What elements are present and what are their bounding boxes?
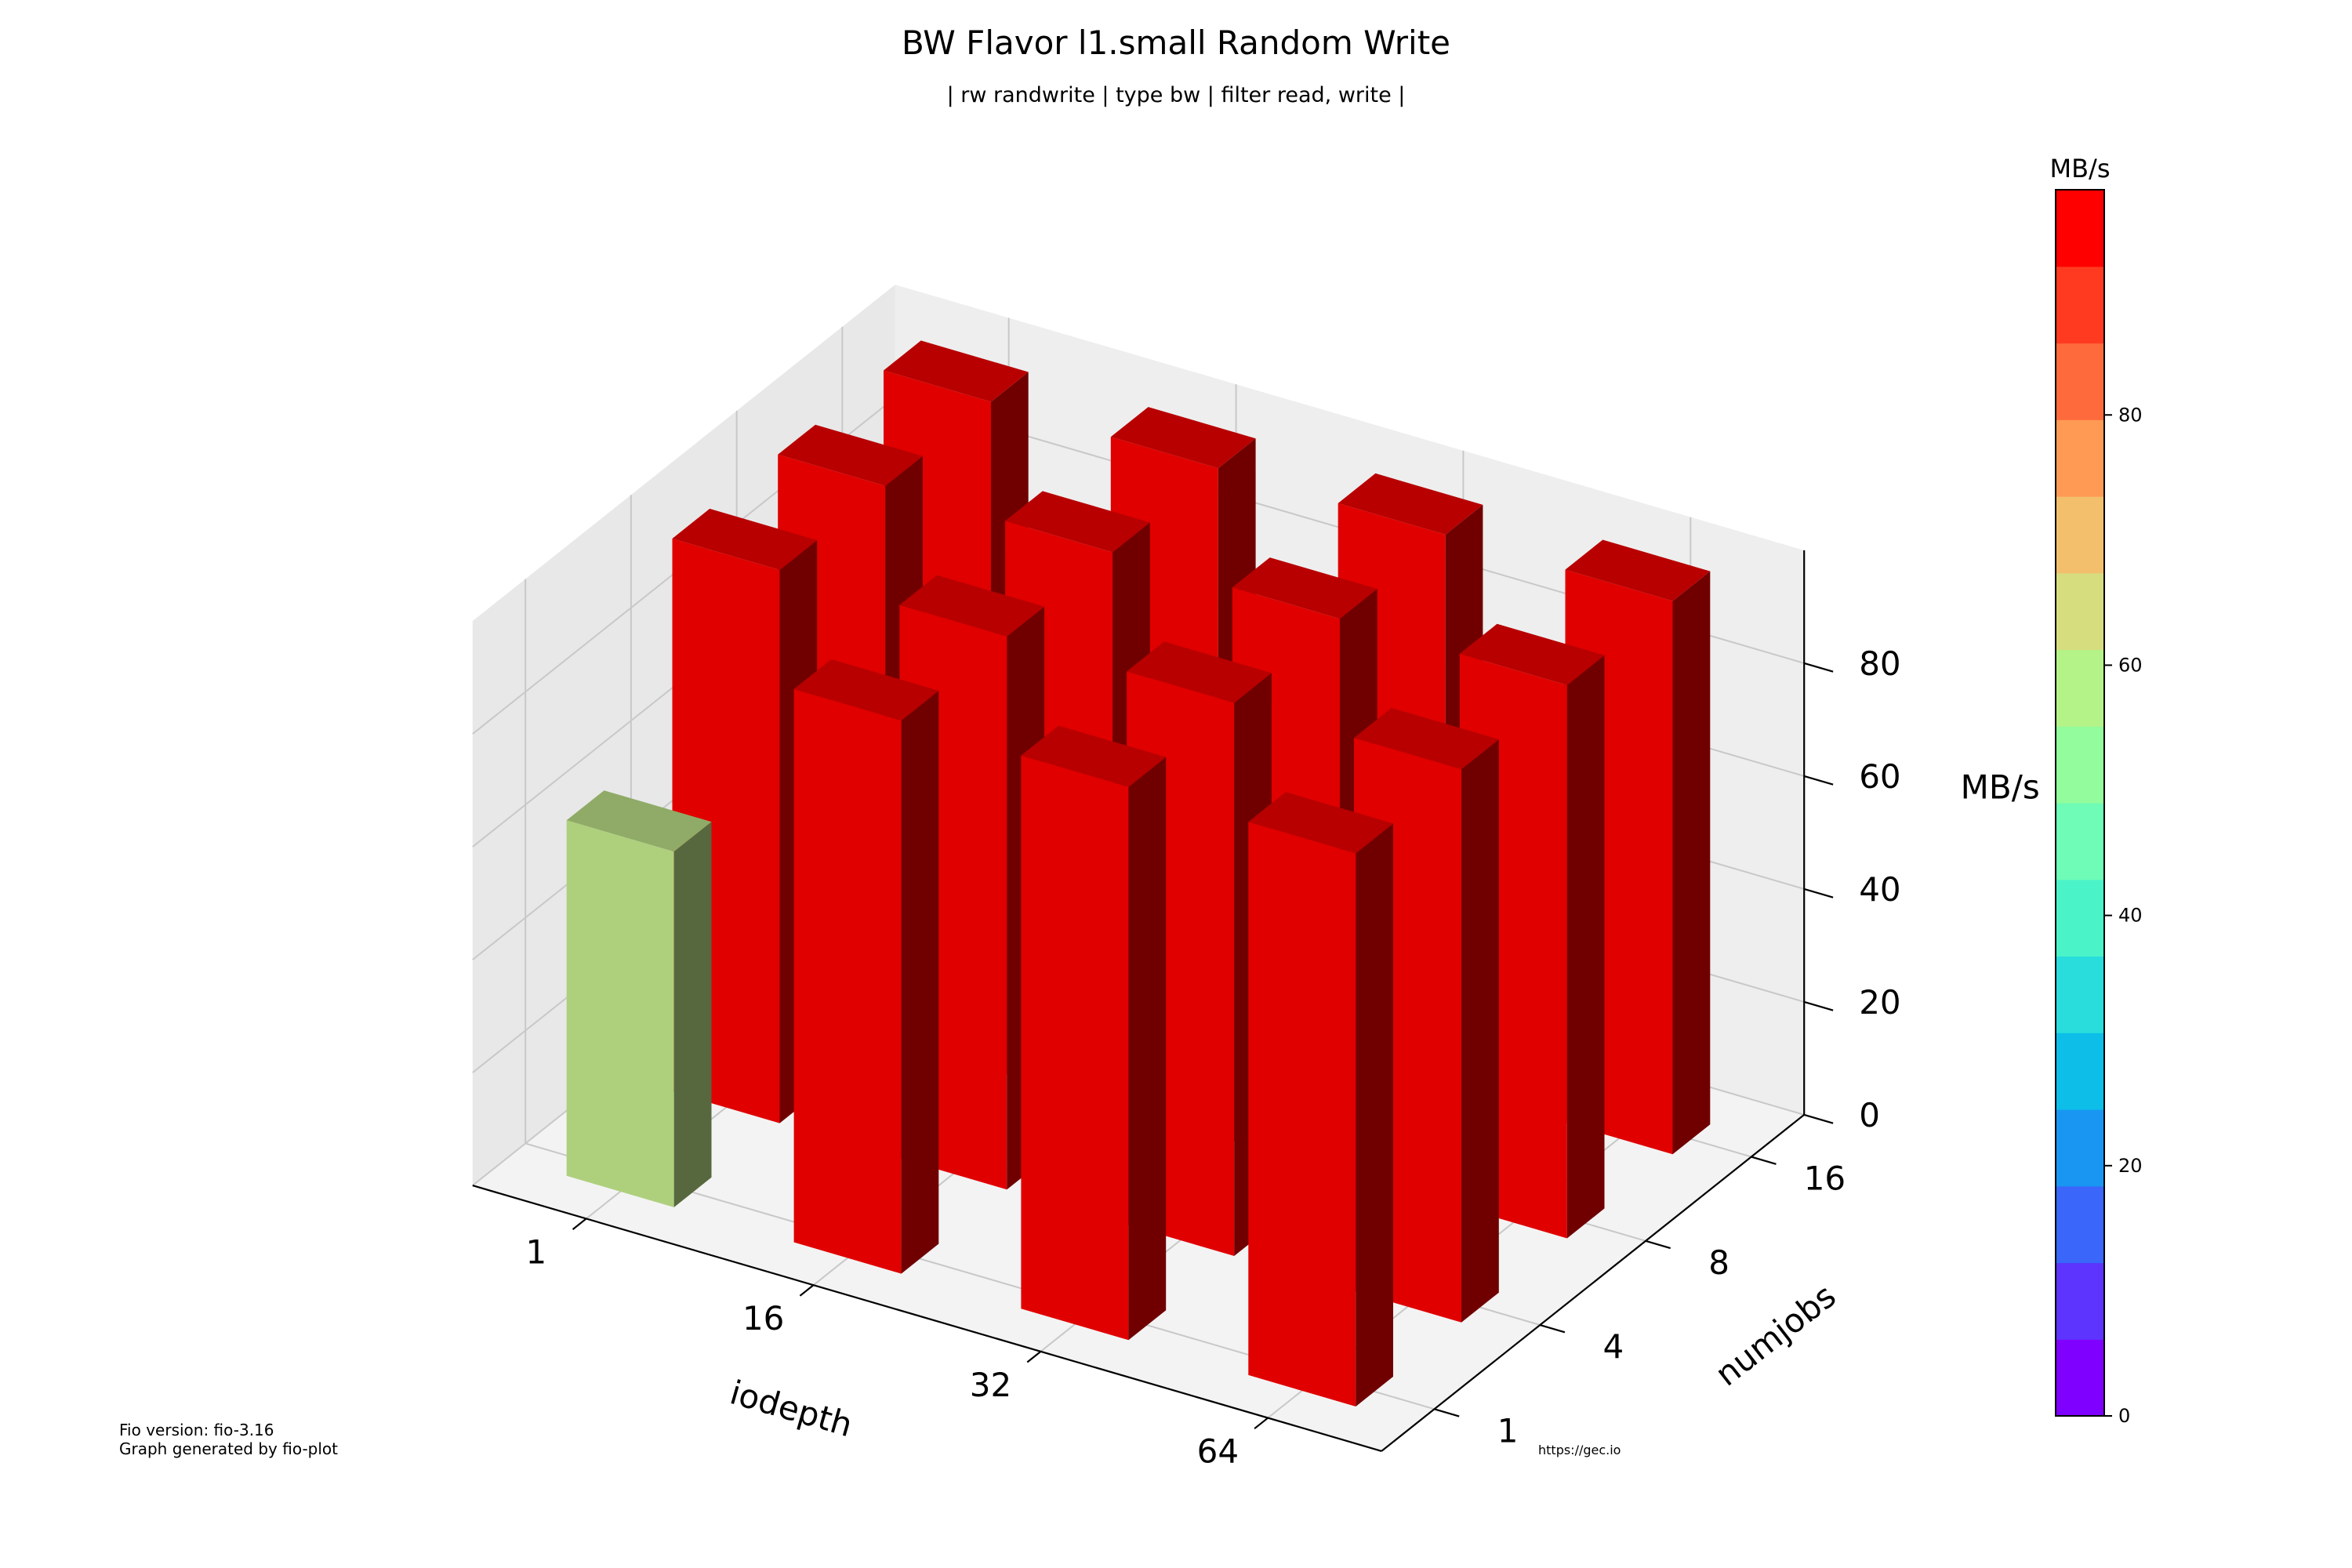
chart-subtitle: | rw randwrite | type bw | filter read, … [946,83,1406,107]
y-axis-label: numjobs [1708,1276,1843,1393]
bar-side-face [1566,655,1605,1239]
z-tick-label: 40 [1859,870,1900,909]
x-tick-label: 1 [525,1232,546,1271]
bar-top-face [778,424,923,486]
z-tick-label: 20 [1859,983,1900,1022]
bar-top-face [672,508,818,570]
y-tick-label: 8 [1708,1243,1730,1282]
z-tick-label: 0 [1859,1096,1880,1134]
colorbar-level [2056,649,2104,727]
z-tick-mark [1803,775,1834,786]
x-axis-label: iodepth [726,1373,857,1444]
colorbar-level [2056,1033,2104,1110]
x-tick-label: 64 [1197,1432,1239,1470]
bar-top-face [1338,473,1483,535]
x-tick-label: 16 [742,1299,784,1338]
bar-side-face [1356,823,1393,1406]
x-tick-mark [799,1284,815,1297]
bar-top-face [899,575,1045,637]
z-tick-mark [1803,1000,1834,1011]
chart-title: BW Flavor l1.small Random Write [901,24,1450,62]
colorbar-level [2056,726,2104,804]
y-axis-line [1381,1114,1805,1452]
y-tick-mark [1751,1156,1777,1165]
colorbar-level [2056,343,2104,420]
colorbar-tick-label: 80 [2118,404,2143,426]
x-tick-mark [572,1218,587,1230]
z-axis-label: MB/s [1961,768,2040,806]
bar-front-face [793,688,902,1274]
x-tick-mark [1026,1350,1042,1363]
x-tick-mark [1254,1417,1269,1430]
y-tick-mark [1434,1408,1460,1417]
colorbar-label: MB/s [2049,154,2110,183]
colorbar-level [2056,956,2104,1033]
bar-top-face [1021,725,1167,787]
bar-front-face [1021,755,1129,1341]
colorbar-frame [2055,189,2105,1417]
z-tick-label: 80 [1859,644,1900,683]
bar-side-face [901,690,939,1274]
y-tick-label: 16 [1804,1160,1846,1198]
colorbar-level [2056,190,2104,267]
colorbar: 0 20 40 60 80 MB/s [2049,154,2142,1427]
bar-top-face [1248,792,1393,854]
colorbar-level [2056,572,2104,651]
colorbar-level [2056,1109,2104,1187]
bar-top-face [1005,491,1150,553]
colorbar-level [2056,496,2104,574]
colorbar-tick-label: 0 [2118,1405,2130,1427]
z-tick-mark [1803,662,1834,673]
colorbar-tick-label: 40 [2118,905,2143,927]
z-tick-mark [1803,1113,1834,1124]
footer-url: https://gec.io [1538,1443,1621,1457]
bar-side-face [1128,757,1167,1341]
colorbar-level [2056,419,2104,497]
generated-by-text: Graph generated by fio-plot [119,1439,339,1458]
y-tick-label: 4 [1603,1327,1624,1366]
y-tick-mark [1540,1323,1566,1334]
bar-top-face [1354,708,1499,770]
bar [1021,725,1167,1341]
bar [566,790,712,1207]
bar-top-face [1459,623,1605,685]
bar-top-face [793,659,939,720]
colorbar-level [2056,803,2104,880]
colorbar-level [2056,1185,2104,1264]
z-tick-label: 60 [1859,757,1900,796]
bar-top-face [1232,557,1377,619]
colorbar-tick-label: 60 [2118,654,2143,676]
y-tick-label: 1 [1497,1411,1519,1450]
bar-top-face [1565,539,1711,601]
bar-side-face [1461,739,1499,1323]
bar-top-face [1127,641,1272,703]
x-axis-line [472,1185,1382,1452]
colorbar-level [2056,879,2104,957]
colorbar-level [2056,1262,2104,1340]
y-tick-mark [1645,1240,1671,1250]
bars [566,340,1711,1406]
bar [1248,792,1393,1406]
bar-front-face [1248,822,1356,1406]
colorbar-tick-label: 20 [2118,1155,2143,1177]
colorbar-level [2056,266,2104,344]
bar-top-face [884,340,1029,402]
bar-top-face [1110,407,1256,469]
bar-side-face [1672,571,1711,1155]
fio-version-text: Fio version: fio-3.16 [119,1421,274,1439]
colorbar-level [2056,1339,2104,1417]
bar-side-face [673,822,712,1207]
bar [793,659,939,1274]
footer-version: Fio version: fio-3.16 Graph generated by… [119,1421,338,1458]
x-tick-label: 32 [970,1366,1011,1404]
z-tick-mark [1803,887,1834,898]
bar-top-face [566,790,712,852]
bar-front-face [566,820,674,1207]
